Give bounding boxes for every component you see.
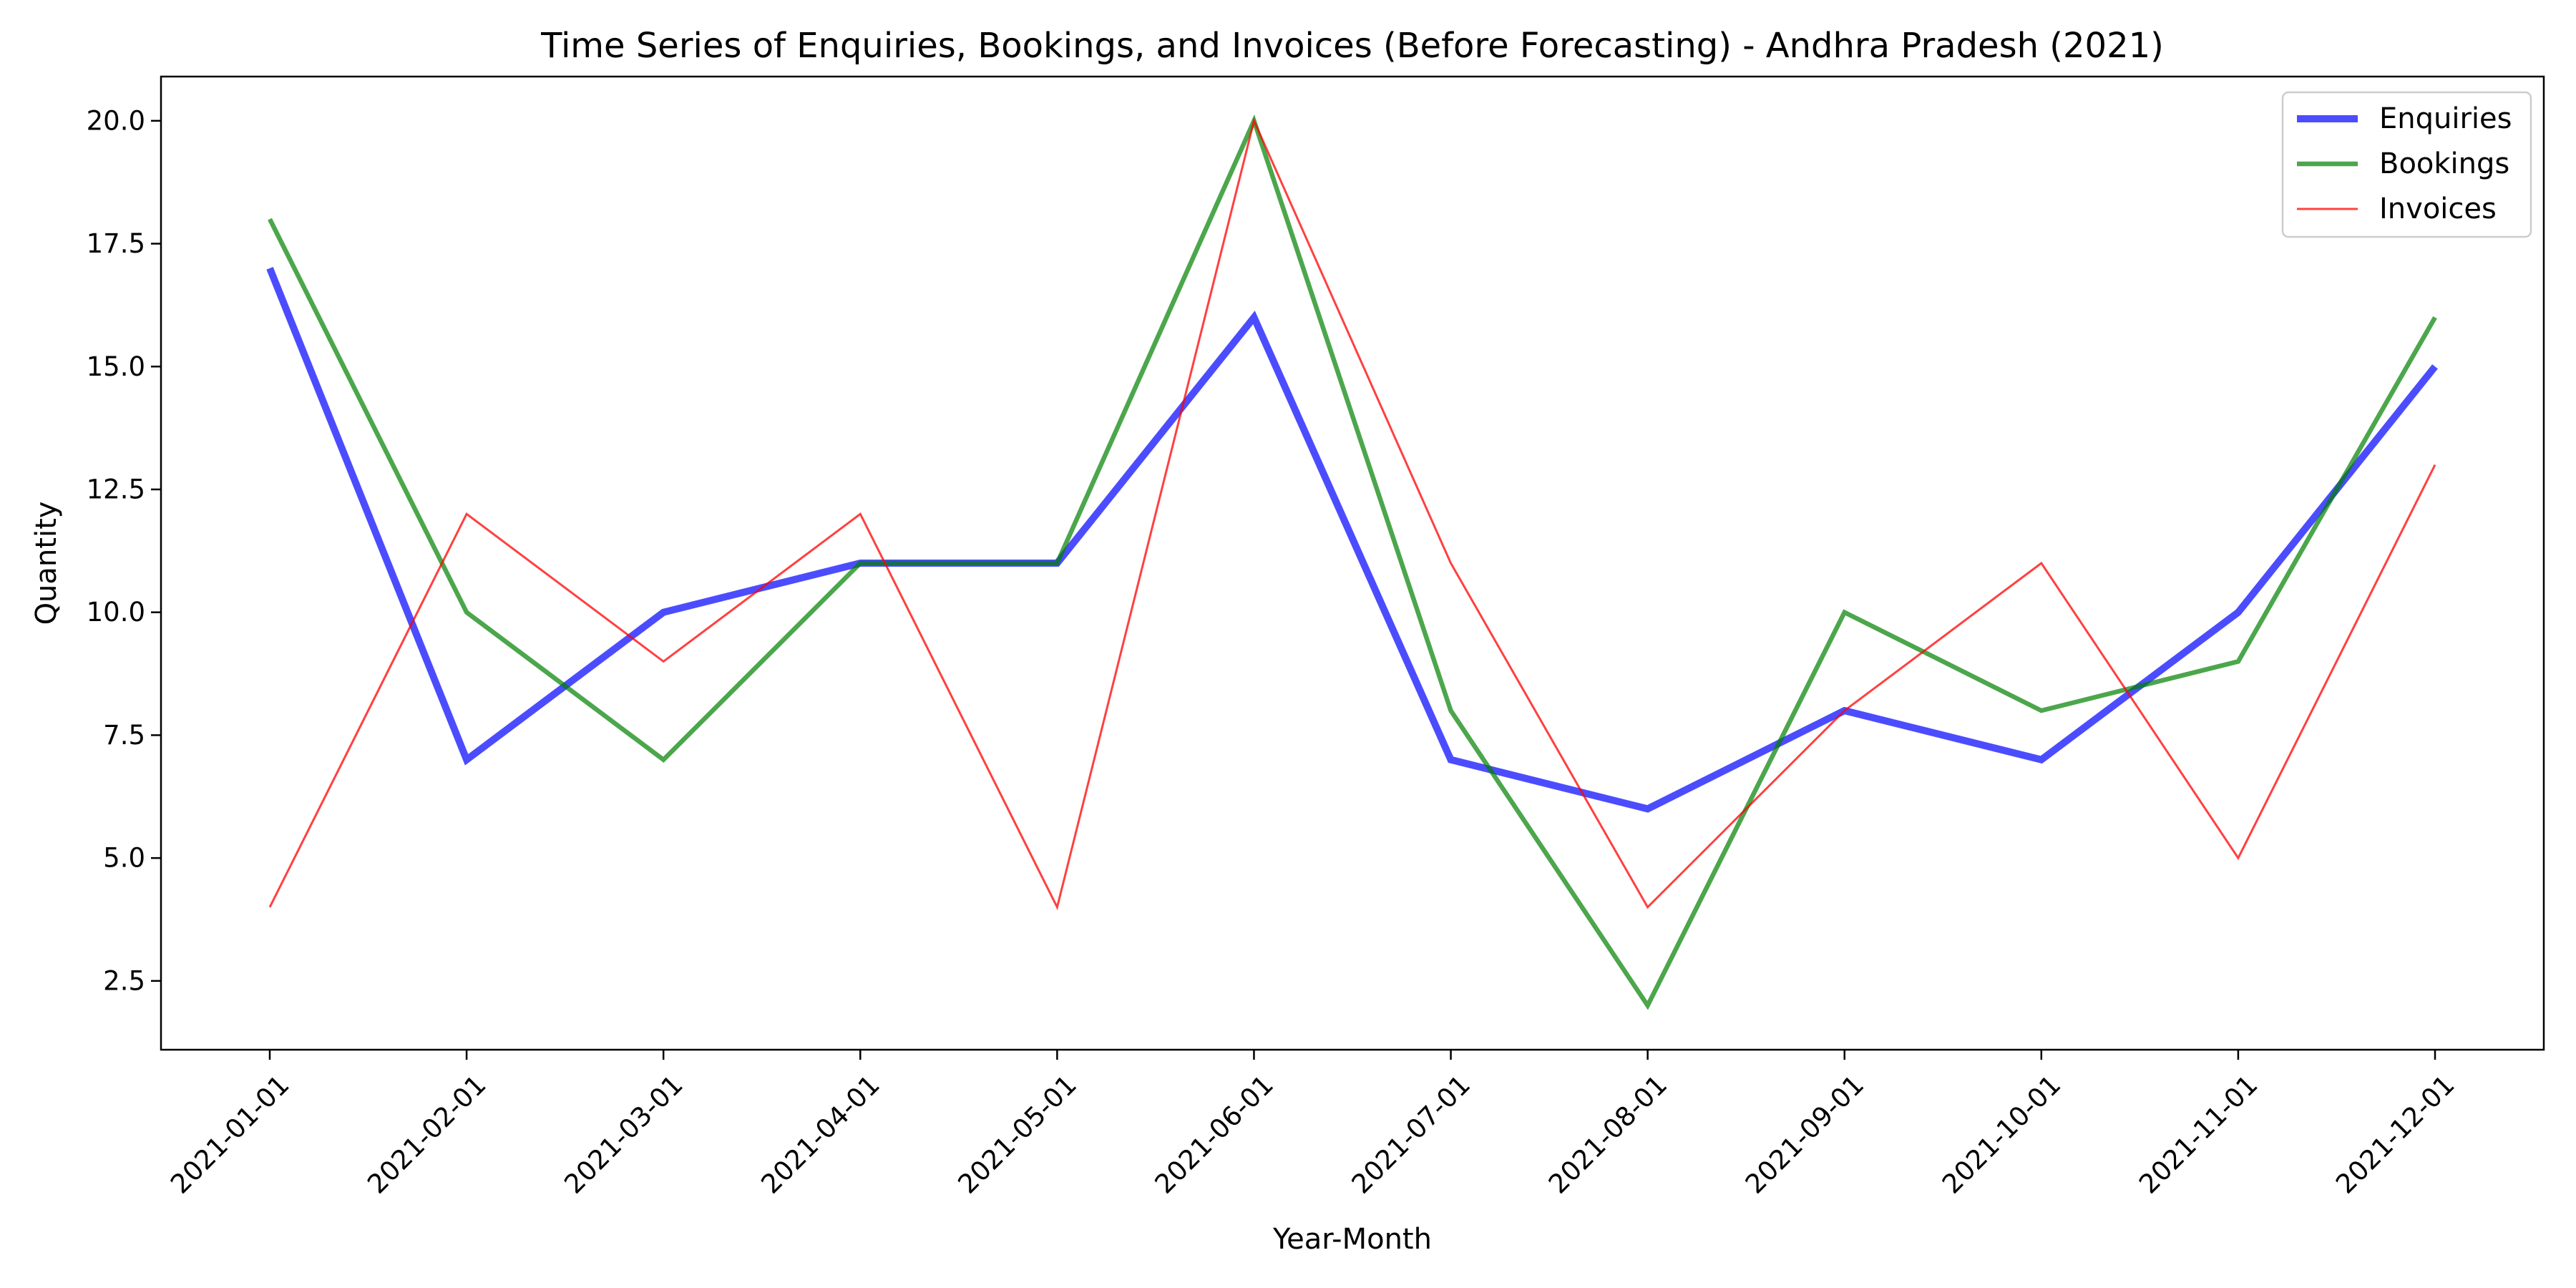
plot-area	[266, 114, 2438, 1010]
legend: Enquiries Bookings Invoices	[2281, 91, 2532, 238]
x-axis-title: Year-Month	[1272, 1223, 1432, 1256]
legend-label-invoices: Invoices	[2379, 192, 2497, 225]
legend-label-bookings: Bookings	[2379, 147, 2509, 180]
legend-label-enquiries: Enquiries	[2379, 102, 2512, 135]
y-tick-label: 10.0	[87, 597, 145, 628]
y-tick-label: 17.5	[87, 228, 145, 259]
y-tick-label: 2.5	[103, 965, 145, 996]
series-line-bookings	[268, 114, 2437, 1010]
y-tick-label: 20.0	[87, 105, 145, 136]
legend-box	[2281, 91, 2532, 238]
y-tick-label: 7.5	[103, 720, 145, 751]
plot-frame	[160, 75, 2545, 1051]
y-tick-label: 15.0	[87, 351, 145, 382]
y-axis-title: Quantity	[30, 502, 63, 625]
y-tick-label: 12.5	[87, 474, 145, 504]
chart-title: Time Series of Enquiries, Bookings, and …	[540, 26, 2164, 66]
y-axis: 2.5 5.0 7.5 10.0 12.5 15.0 17.5 20.0	[87, 105, 161, 996]
series-line-invoices	[268, 117, 2436, 911]
y-tick-label: 5.0	[103, 843, 145, 874]
